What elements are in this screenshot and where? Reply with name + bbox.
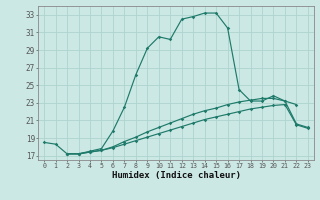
X-axis label: Humidex (Indice chaleur): Humidex (Indice chaleur) <box>111 171 241 180</box>
